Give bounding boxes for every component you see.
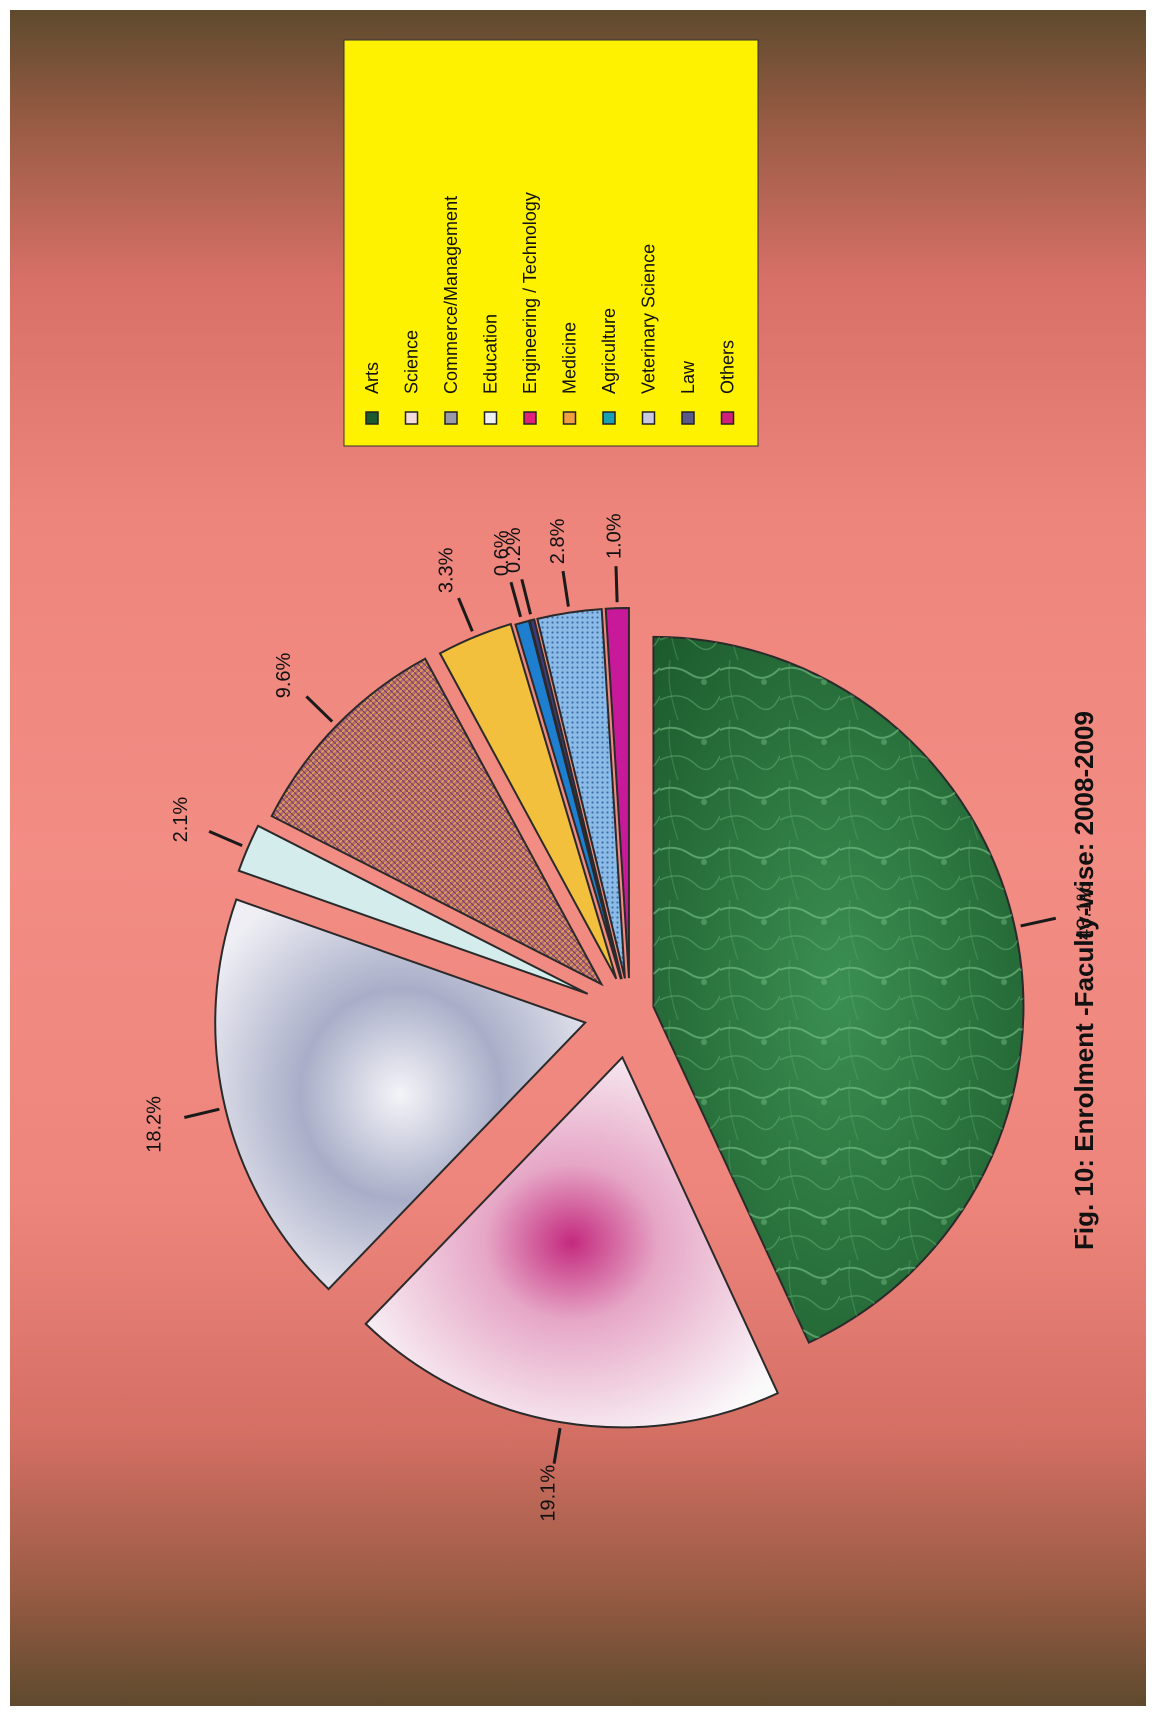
value-label: 43.1% (1073, 883, 1095, 940)
pie-slice-law (536, 608, 626, 979)
pie-slice-education (237, 824, 589, 995)
value-label: 19.1% (537, 1465, 559, 1522)
pie-slice-commerce-management (214, 898, 588, 1291)
leader-line (561, 570, 570, 607)
leader-line (614, 566, 619, 603)
legend: Arts Science Commerce/Management Education E… (343, 39, 759, 447)
legend-swatch (720, 411, 735, 425)
leader-line (552, 1427, 562, 1464)
legend-swatch (681, 411, 695, 425)
pie-slice-science (364, 1055, 780, 1429)
legend-label: Arts (362, 362, 382, 394)
legend-swatch (365, 411, 379, 425)
legend-swatch (641, 411, 656, 425)
leader-lines (183, 566, 1057, 1464)
value-label: 0.2% (503, 527, 525, 573)
leader-line (457, 597, 474, 632)
legend-box (343, 39, 759, 447)
value-label: 1.0% (603, 513, 625, 559)
chart-title: Fig. 10: Enrolment -Faculty-wise: 2008-2… (1069, 711, 1099, 1250)
value-label: 9.6% (273, 652, 295, 698)
leader-line (305, 695, 334, 723)
legend-swatch (404, 411, 419, 425)
legend-label: Education (481, 314, 501, 394)
pie-slice-texture (653, 636, 1024, 1343)
value-label: 2.1% (170, 797, 192, 843)
legend-swatch (562, 411, 577, 425)
legend-label: Veterinary Science (639, 244, 659, 394)
value-label: 18.2% (143, 1096, 165, 1153)
pie-slice-engineering-technology (270, 657, 604, 987)
value-label: 3.3% (435, 547, 457, 593)
value-label: 2.8% (547, 518, 569, 564)
legend-label: Agriculture (599, 308, 619, 394)
legend-items: Arts Science Commerce/Management Education E… (362, 192, 738, 425)
leader-line (208, 830, 243, 847)
value-labels: 43.1% 19.1% 18.2% 2.1% 9.6% 3.3% 0.6%0.2% 2.8% 1… (143, 513, 1095, 1521)
legend-label: Others (718, 340, 738, 394)
legend-swatch (483, 411, 498, 425)
legend-swatch (602, 411, 616, 425)
legend-label: Science (402, 330, 422, 394)
legend-label: Commerce/Management (441, 196, 461, 394)
pie-slice-veterinary-science (528, 618, 623, 980)
legend-label: Law (678, 360, 698, 394)
leader-line (520, 578, 532, 615)
value-label: 0.6% (491, 530, 513, 576)
pie-slice-others (604, 607, 630, 979)
pie-slices (214, 607, 1025, 1429)
pie-slice-medicine (438, 622, 618, 980)
legend-label: Medicine (560, 322, 580, 394)
leader-line (183, 1107, 220, 1119)
leader-line (509, 581, 523, 618)
legend-swatch (523, 411, 537, 425)
leader-line (1020, 916, 1057, 928)
legend-swatch (444, 411, 458, 425)
legend-label: Engineering / Technology (520, 192, 540, 394)
